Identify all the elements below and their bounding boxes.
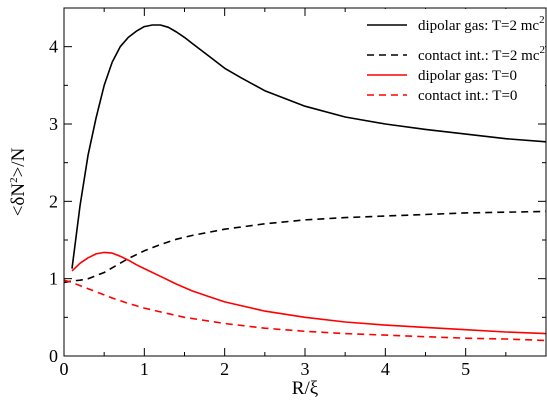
legend-label-1: contact int.: T=2 mc2 <box>418 44 545 64</box>
x-tick-label: 2 <box>220 359 229 379</box>
x-tick-label: 0 <box>60 359 69 379</box>
series-line-1 <box>63 210 547 284</box>
series-line-0 <box>71 24 547 269</box>
series-layer <box>63 24 547 342</box>
x-tick-label: 4 <box>381 359 390 379</box>
legend-label-2: dipolar gas: T=0 <box>418 68 517 84</box>
legend-label-3: contact int.: T=0 <box>418 88 517 104</box>
y-axis-title-sup: 2 <box>8 177 20 183</box>
legend-label-0-sup: 2 <box>539 14 545 26</box>
x-tick-label: 3 <box>301 359 310 379</box>
y-axis-title: <δN2>/N <box>8 147 29 216</box>
legend-label-0: dipolar gas: T=2 mc2 <box>418 14 545 34</box>
ticks-layer: 0 1 2 3 4 5 0 1 2 3 4 <box>49 8 546 379</box>
legend-label-0-text: dipolar gas: T=2 mc <box>418 18 539 34</box>
y-tick-label: 3 <box>49 114 58 134</box>
y-axis-title-main: <δN <box>8 183 29 217</box>
y-tick-label: 4 <box>49 37 58 57</box>
series-line-2 <box>71 251 547 335</box>
x-tick-label: 1 <box>140 359 149 379</box>
x-axis-title: R/ξ <box>292 378 319 399</box>
x-tick-label: 5 <box>461 359 470 379</box>
legend-label-1-sup: 2 <box>540 44 546 56</box>
y-tick-label: 1 <box>49 269 58 289</box>
y-tick-label: 2 <box>49 191 58 211</box>
legend: dipolar gas: T=2 mc2 contact int.: T=2 m… <box>360 9 545 109</box>
legend-label-1-text: contact int.: T=2 mc <box>418 48 540 64</box>
series-line-3 <box>63 279 547 342</box>
y-tick-label: 0 <box>49 346 58 366</box>
y-axis-title-end: >/N <box>8 147 29 177</box>
